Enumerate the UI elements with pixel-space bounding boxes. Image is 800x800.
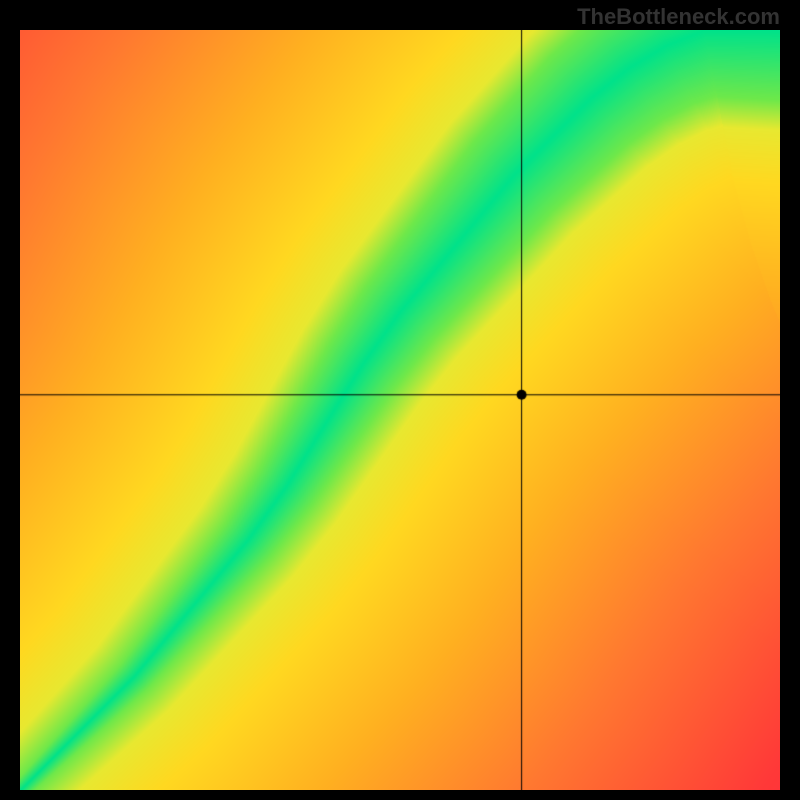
chart-frame: [20, 30, 780, 790]
watermark-text: TheBottleneck.com: [577, 4, 780, 30]
chart-container: TheBottleneck.com: [0, 0, 800, 800]
heatmap-canvas: [20, 30, 780, 790]
